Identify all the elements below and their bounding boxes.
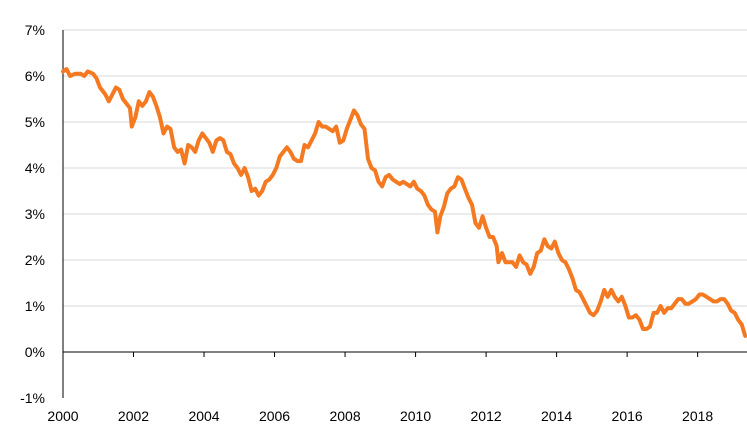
x-tick-label: 2018 [682,408,713,424]
x-tick-label: 2010 [400,408,431,424]
x-tick-label: 2016 [612,408,643,424]
axes [62,30,747,398]
grid-lines [63,29,747,353]
x-axis-tick-labels: 2000 2002 2004 2006 2008 2010 2012 2014 2016 2018 [47,408,713,424]
y-axis-tick-labels: -1% 0% 1% 2% 3% 4% 5% 6% 7% [20,22,45,406]
x-tick-label: 2014 [541,408,572,424]
series-line [61,67,747,338]
y-tick-label: 4% [25,160,45,176]
x-tick-label: 2004 [188,408,219,424]
x-tick-label: 2008 [329,408,360,424]
y-tick-label: -1% [20,390,45,406]
y-tick-label: 1% [25,298,45,314]
y-tick-label: 0% [25,344,45,360]
y-tick-label: 7% [25,22,45,38]
y-tick-label: 3% [25,206,45,222]
x-tick-label: 2012 [471,408,502,424]
y-tick-label: 5% [25,114,45,130]
y-tick-label: 6% [25,68,45,84]
x-tick-label: 2000 [47,408,78,424]
x-tick-label: 2006 [259,408,290,424]
y-tick-label: 2% [25,252,45,268]
x-tick-label: 2002 [118,408,149,424]
